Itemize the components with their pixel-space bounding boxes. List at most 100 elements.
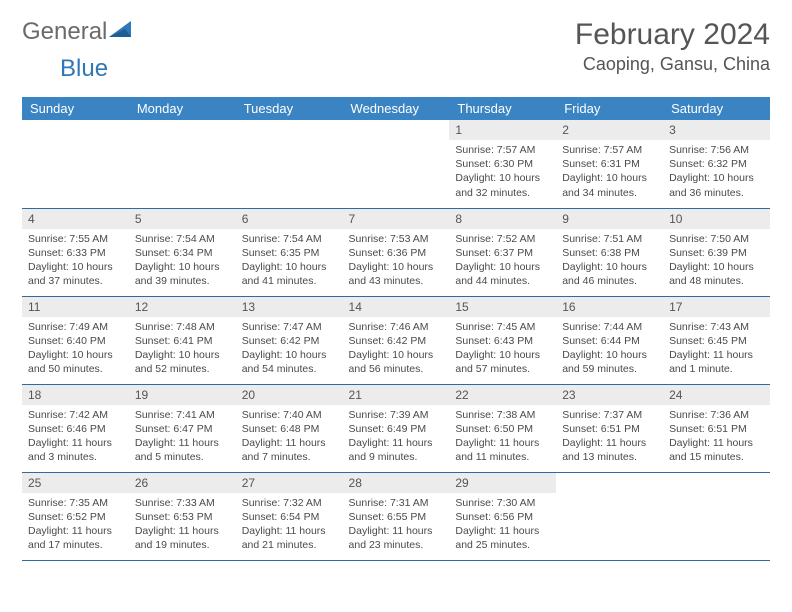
- day-details: Sunrise: 7:57 AMSunset: 6:31 PMDaylight:…: [556, 140, 663, 206]
- calendar-cell: 23Sunrise: 7:37 AMSunset: 6:51 PMDayligh…: [556, 384, 663, 472]
- calendar-cell: 19Sunrise: 7:41 AMSunset: 6:47 PMDayligh…: [129, 384, 236, 472]
- day-details: Sunrise: 7:56 AMSunset: 6:32 PMDaylight:…: [663, 140, 770, 206]
- day-number: 9: [556, 209, 663, 229]
- calendar-cell: 29Sunrise: 7:30 AMSunset: 6:56 PMDayligh…: [449, 472, 556, 560]
- calendar-cell-empty: [556, 472, 663, 560]
- day-number: 27: [236, 473, 343, 493]
- calendar-cell: 14Sunrise: 7:46 AMSunset: 6:42 PMDayligh…: [343, 296, 450, 384]
- weekday-header: Wednesday: [343, 97, 450, 120]
- day-number: 8: [449, 209, 556, 229]
- day-number: 16: [556, 297, 663, 317]
- calendar-cell: 9Sunrise: 7:51 AMSunset: 6:38 PMDaylight…: [556, 208, 663, 296]
- calendar-cell: 10Sunrise: 7:50 AMSunset: 6:39 PMDayligh…: [663, 208, 770, 296]
- weekday-header: Saturday: [663, 97, 770, 120]
- day-number: 11: [22, 297, 129, 317]
- day-details: Sunrise: 7:41 AMSunset: 6:47 PMDaylight:…: [129, 405, 236, 471]
- day-number: 5: [129, 209, 236, 229]
- day-details: Sunrise: 7:51 AMSunset: 6:38 PMDaylight:…: [556, 229, 663, 295]
- day-number: 10: [663, 209, 770, 229]
- day-details: Sunrise: 7:54 AMSunset: 6:34 PMDaylight:…: [129, 229, 236, 295]
- day-number: 14: [343, 297, 450, 317]
- day-number: 13: [236, 297, 343, 317]
- day-details: Sunrise: 7:33 AMSunset: 6:53 PMDaylight:…: [129, 493, 236, 559]
- day-details: Sunrise: 7:32 AMSunset: 6:54 PMDaylight:…: [236, 493, 343, 559]
- day-number: 2: [556, 120, 663, 140]
- brand-triangle-icon: [109, 18, 135, 46]
- weekday-header-row: SundayMondayTuesdayWednesdayThursdayFrid…: [22, 97, 770, 120]
- calendar-cell: 27Sunrise: 7:32 AMSunset: 6:54 PMDayligh…: [236, 472, 343, 560]
- day-details: Sunrise: 7:55 AMSunset: 6:33 PMDaylight:…: [22, 229, 129, 295]
- day-number: 22: [449, 385, 556, 405]
- day-number: 7: [343, 209, 450, 229]
- brand-word-1: General: [22, 18, 107, 46]
- calendar-body: 1Sunrise: 7:57 AMSunset: 6:30 PMDaylight…: [22, 120, 770, 560]
- day-details: Sunrise: 7:37 AMSunset: 6:51 PMDaylight:…: [556, 405, 663, 471]
- calendar-cell: 11Sunrise: 7:49 AMSunset: 6:40 PMDayligh…: [22, 296, 129, 384]
- calendar-cell: 26Sunrise: 7:33 AMSunset: 6:53 PMDayligh…: [129, 472, 236, 560]
- calendar-cell: 2Sunrise: 7:57 AMSunset: 6:31 PMDaylight…: [556, 120, 663, 208]
- day-details: Sunrise: 7:47 AMSunset: 6:42 PMDaylight:…: [236, 317, 343, 383]
- day-details: Sunrise: 7:43 AMSunset: 6:45 PMDaylight:…: [663, 317, 770, 383]
- day-details: Sunrise: 7:30 AMSunset: 6:56 PMDaylight:…: [449, 493, 556, 559]
- calendar-cell: 5Sunrise: 7:54 AMSunset: 6:34 PMDaylight…: [129, 208, 236, 296]
- calendar-cell: 20Sunrise: 7:40 AMSunset: 6:48 PMDayligh…: [236, 384, 343, 472]
- calendar-row: 25Sunrise: 7:35 AMSunset: 6:52 PMDayligh…: [22, 472, 770, 560]
- calendar-row: 18Sunrise: 7:42 AMSunset: 6:46 PMDayligh…: [22, 384, 770, 472]
- day-details: Sunrise: 7:36 AMSunset: 6:51 PMDaylight:…: [663, 405, 770, 471]
- day-details: Sunrise: 7:31 AMSunset: 6:55 PMDaylight:…: [343, 493, 450, 559]
- title-block: February 2024 Caoping, Gansu, China: [575, 18, 770, 75]
- day-details: Sunrise: 7:57 AMSunset: 6:30 PMDaylight:…: [449, 140, 556, 206]
- calendar-cell-empty: [22, 120, 129, 208]
- calendar-cell: 17Sunrise: 7:43 AMSunset: 6:45 PMDayligh…: [663, 296, 770, 384]
- day-details: Sunrise: 7:54 AMSunset: 6:35 PMDaylight:…: [236, 229, 343, 295]
- weekday-header: Friday: [556, 97, 663, 120]
- calendar-cell: 1Sunrise: 7:57 AMSunset: 6:30 PMDaylight…: [449, 120, 556, 208]
- day-number: 20: [236, 385, 343, 405]
- calendar-cell: 22Sunrise: 7:38 AMSunset: 6:50 PMDayligh…: [449, 384, 556, 472]
- day-number: 18: [22, 385, 129, 405]
- day-details: Sunrise: 7:53 AMSunset: 6:36 PMDaylight:…: [343, 229, 450, 295]
- calendar-cell: 25Sunrise: 7:35 AMSunset: 6:52 PMDayligh…: [22, 472, 129, 560]
- day-details: Sunrise: 7:48 AMSunset: 6:41 PMDaylight:…: [129, 317, 236, 383]
- day-number: 29: [449, 473, 556, 493]
- brand-logo: General: [22, 18, 137, 46]
- weekday-header: Monday: [129, 97, 236, 120]
- calendar-cell: 6Sunrise: 7:54 AMSunset: 6:35 PMDaylight…: [236, 208, 343, 296]
- day-number: 6: [236, 209, 343, 229]
- weekday-header: Thursday: [449, 97, 556, 120]
- calendar-cell-empty: [129, 120, 236, 208]
- day-number: 4: [22, 209, 129, 229]
- day-number: 12: [129, 297, 236, 317]
- month-title: February 2024: [575, 18, 770, 52]
- day-number: 26: [129, 473, 236, 493]
- day-details: Sunrise: 7:52 AMSunset: 6:37 PMDaylight:…: [449, 229, 556, 295]
- day-number: 19: [129, 385, 236, 405]
- day-number: 24: [663, 385, 770, 405]
- day-details: Sunrise: 7:40 AMSunset: 6:48 PMDaylight:…: [236, 405, 343, 471]
- weekday-header: Tuesday: [236, 97, 343, 120]
- day-number: 15: [449, 297, 556, 317]
- calendar-cell-empty: [236, 120, 343, 208]
- day-number: 25: [22, 473, 129, 493]
- calendar-row: 1Sunrise: 7:57 AMSunset: 6:30 PMDaylight…: [22, 120, 770, 208]
- calendar-cell: 24Sunrise: 7:36 AMSunset: 6:51 PMDayligh…: [663, 384, 770, 472]
- weekday-header: Sunday: [22, 97, 129, 120]
- calendar-cell: 7Sunrise: 7:53 AMSunset: 6:36 PMDaylight…: [343, 208, 450, 296]
- calendar-cell: 8Sunrise: 7:52 AMSunset: 6:37 PMDaylight…: [449, 208, 556, 296]
- day-details: Sunrise: 7:44 AMSunset: 6:44 PMDaylight:…: [556, 317, 663, 383]
- day-details: Sunrise: 7:38 AMSunset: 6:50 PMDaylight:…: [449, 405, 556, 471]
- calendar-cell: 15Sunrise: 7:45 AMSunset: 6:43 PMDayligh…: [449, 296, 556, 384]
- day-number: 21: [343, 385, 450, 405]
- day-number: 3: [663, 120, 770, 140]
- calendar-cell: 12Sunrise: 7:48 AMSunset: 6:41 PMDayligh…: [129, 296, 236, 384]
- calendar-cell: 3Sunrise: 7:56 AMSunset: 6:32 PMDaylight…: [663, 120, 770, 208]
- day-number: 23: [556, 385, 663, 405]
- day-number: 28: [343, 473, 450, 493]
- calendar-table: SundayMondayTuesdayWednesdayThursdayFrid…: [22, 97, 770, 561]
- calendar-cell: 28Sunrise: 7:31 AMSunset: 6:55 PMDayligh…: [343, 472, 450, 560]
- day-details: Sunrise: 7:39 AMSunset: 6:49 PMDaylight:…: [343, 405, 450, 471]
- calendar-cell-empty: [343, 120, 450, 208]
- brand-word-2: Blue: [60, 55, 108, 82]
- day-number: 1: [449, 120, 556, 140]
- day-details: Sunrise: 7:45 AMSunset: 6:43 PMDaylight:…: [449, 317, 556, 383]
